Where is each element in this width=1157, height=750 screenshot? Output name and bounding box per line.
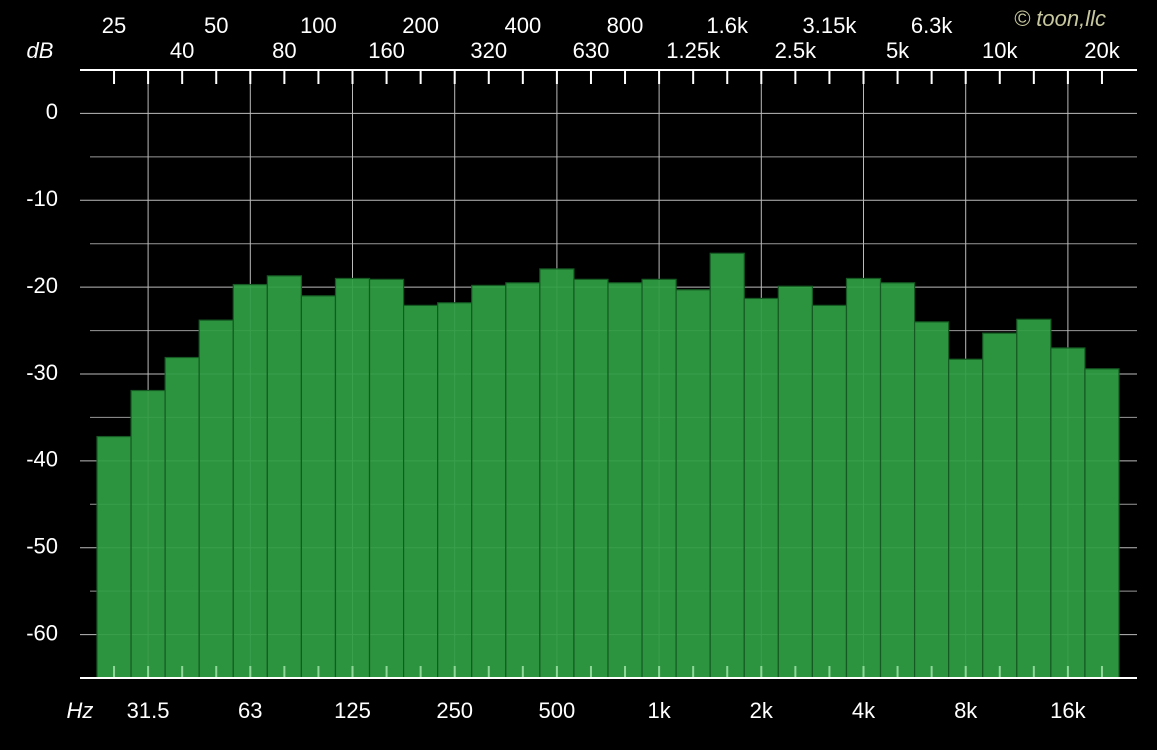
bar — [607, 282, 643, 679]
bar — [845, 277, 882, 679]
y-tick-label: -30 — [26, 360, 58, 385]
bar — [471, 284, 507, 679]
bar — [709, 252, 745, 679]
bar — [641, 278, 677, 679]
x-tick-label: 500 — [539, 698, 576, 723]
watermark: © toon,llc — [1014, 6, 1106, 31]
y-tick-label: -40 — [26, 447, 58, 472]
x-tick-label: 63 — [238, 698, 262, 723]
y-axis-label: dB — [27, 38, 54, 63]
bar — [743, 297, 779, 679]
bar — [1016, 318, 1052, 679]
x-tick-label: 40 — [170, 38, 194, 63]
bar — [368, 278, 405, 679]
y-tick-label: -60 — [26, 620, 58, 645]
x-axis-label: Hz — [67, 698, 94, 723]
bar — [948, 358, 984, 679]
y-tick-label: -10 — [26, 186, 58, 211]
x-tick-label: 1.6k — [706, 13, 749, 38]
x-tick-label: 320 — [470, 38, 507, 63]
bar — [539, 268, 575, 679]
y-tick-label: -20 — [26, 273, 58, 298]
y-tick-label: 0 — [46, 99, 58, 124]
x-tick-label: 6.3k — [911, 13, 954, 38]
bar — [300, 295, 337, 679]
x-tick-label: 50 — [204, 13, 228, 38]
x-tick-label: 2.5k — [775, 38, 818, 63]
y-tick-label: -50 — [26, 534, 58, 559]
x-tick-label: 1.25k — [666, 38, 721, 63]
x-tick-label: 5k — [886, 38, 910, 63]
x-tick-label: 8k — [954, 698, 978, 723]
bar — [130, 389, 166, 679]
x-tick-label: 400 — [504, 13, 541, 38]
bar — [1084, 368, 1120, 679]
bar — [96, 435, 132, 679]
bar — [811, 304, 848, 679]
x-tick-label: 16k — [1050, 698, 1086, 723]
x-tick-label: 250 — [436, 698, 473, 723]
bar — [675, 289, 711, 679]
bar — [777, 285, 813, 679]
bar — [573, 278, 609, 679]
bar — [913, 321, 950, 679]
x-tick-label: 630 — [573, 38, 610, 63]
bar — [334, 277, 371, 679]
bar — [164, 356, 200, 679]
bar — [505, 282, 541, 679]
bar — [1050, 347, 1086, 679]
x-tick-label: 4k — [852, 698, 876, 723]
bar — [198, 319, 234, 679]
x-tick-label: 2k — [750, 698, 774, 723]
bar — [403, 304, 439, 679]
x-tick-label: 1k — [647, 698, 671, 723]
x-tick-label: 31.5 — [127, 698, 170, 723]
x-tick-label: 10k — [982, 38, 1018, 63]
x-tick-label: 20k — [1084, 38, 1120, 63]
x-tick-label: 80 — [272, 38, 296, 63]
bar — [437, 302, 473, 679]
x-tick-label: 125 — [334, 698, 371, 723]
x-tick-label: 100 — [300, 13, 337, 38]
x-tick-label: 200 — [402, 13, 439, 38]
x-tick-label: 3.15k — [803, 13, 858, 38]
x-tick-label: 160 — [368, 38, 405, 63]
bar — [879, 282, 916, 679]
bar — [982, 332, 1018, 679]
x-tick-label: 800 — [607, 13, 644, 38]
x-tick-label: 25 — [102, 13, 126, 38]
bar — [232, 283, 268, 679]
bar — [266, 275, 303, 679]
